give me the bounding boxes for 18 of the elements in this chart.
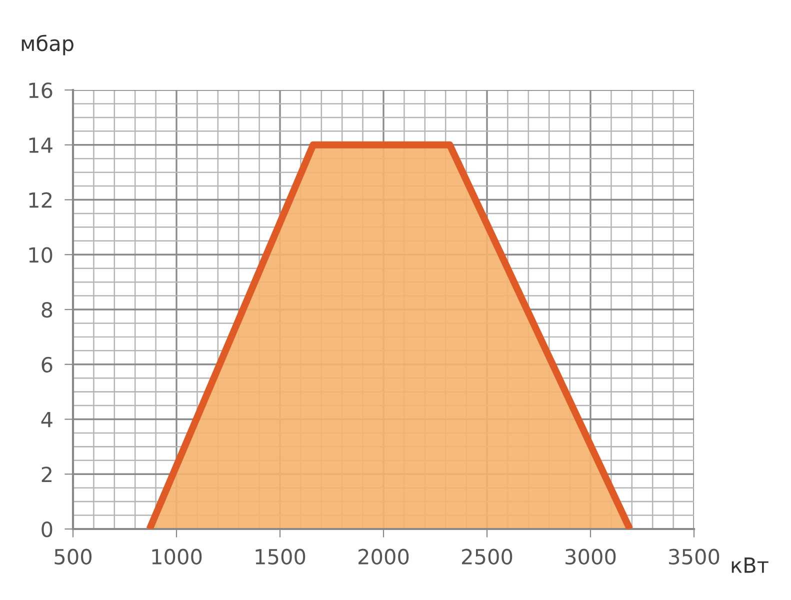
y-tick-label: 6 (42, 356, 52, 373)
y-tick-label: 2 (42, 466, 52, 482)
y-tick-label: 16 (29, 82, 52, 98)
x-tick-label: 3000 (566, 548, 616, 565)
x-tick-label: 500 (54, 548, 92, 565)
y-tick-label: 0 (42, 521, 52, 538)
x-tick-label: 2000 (358, 548, 409, 565)
y-tick-label: 10 (29, 247, 52, 263)
y-axis-title: мбар (22, 34, 74, 56)
y-tick-label: 12 (29, 192, 52, 208)
x-tick-label: 1500 (256, 548, 306, 565)
y-tick-label: 4 (41, 412, 52, 428)
x-tick-label: 3500 (669, 548, 720, 565)
x-tick-label: 1000 (152, 548, 202, 565)
x-axis-title: кВт (732, 558, 768, 573)
y-tick-label: 14 (29, 138, 52, 153)
y-tick-label: 8 (42, 302, 52, 318)
x-tick-label: 2500 (462, 548, 512, 565)
